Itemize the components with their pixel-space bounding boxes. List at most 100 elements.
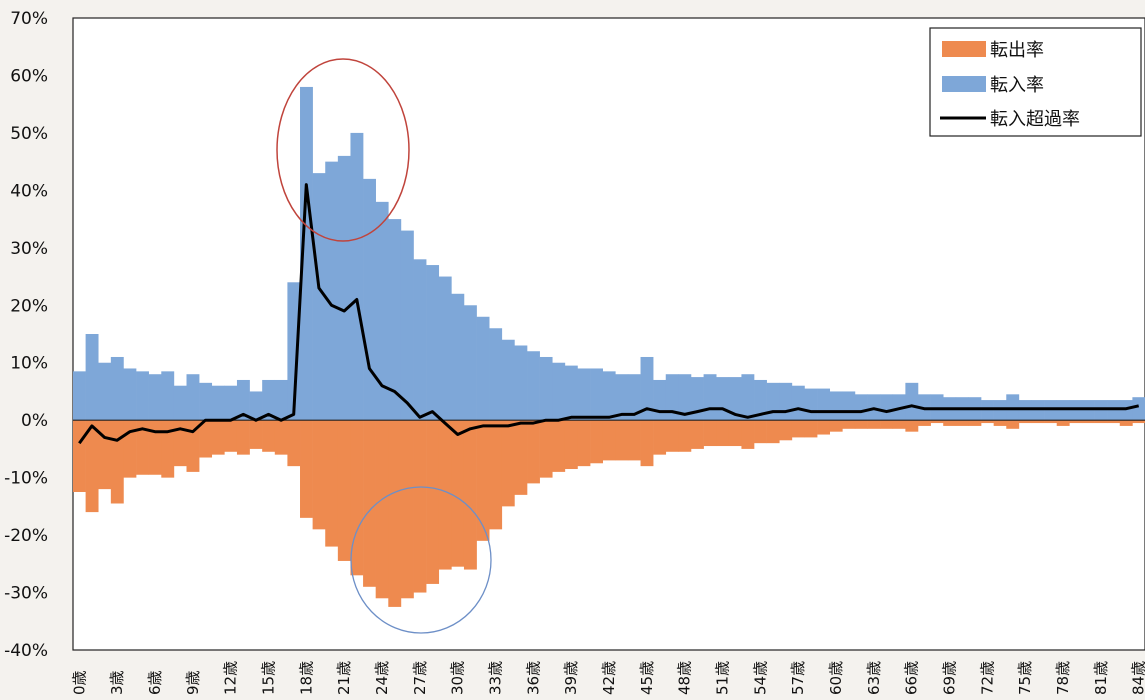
bar-inflow: [300, 86, 313, 421]
bar-inflow: [350, 132, 364, 421]
bar-inflow: [186, 374, 200, 421]
bar-inflow: [590, 368, 603, 421]
bar-outflow: [716, 420, 730, 447]
bar-inflow: [148, 374, 162, 421]
bar-outflow: [312, 420, 326, 530]
y-tick-label: -30%: [4, 584, 48, 604]
bar-outflow: [388, 420, 402, 607]
bar-inflow: [653, 379, 667, 421]
x-tick-label: 36歳: [524, 661, 542, 695]
bar-outflow: [968, 420, 982, 426]
bar-outflow: [173, 420, 187, 467]
bar-inflow: [716, 377, 730, 421]
bar-inflow: [262, 379, 276, 421]
bar-outflow: [274, 420, 288, 455]
bar-inflow: [337, 155, 351, 421]
bar-outflow: [602, 420, 616, 461]
x-tick-label: 72歳: [978, 661, 996, 695]
x-tick-label: 18歳: [297, 661, 315, 695]
legend-label: 転出率: [990, 40, 1044, 61]
bar-inflow: [564, 365, 578, 421]
bar-outflow: [892, 420, 906, 429]
bar-outflow: [1056, 420, 1070, 426]
bar-outflow: [501, 420, 515, 507]
y-tick-label: 30%: [10, 239, 48, 259]
x-tick-label: 9歳: [184, 670, 202, 695]
bar-inflow: [665, 374, 679, 421]
bar-inflow: [527, 351, 540, 421]
bar-outflow: [148, 420, 162, 475]
bar-inflow: [123, 368, 137, 421]
bar-outflow: [842, 420, 856, 429]
bar-outflow: [1069, 420, 1083, 424]
bar-inflow: [110, 356, 124, 421]
x-tick-label: 39歳: [562, 661, 580, 695]
bar-inflow: [728, 377, 742, 421]
bar-inflow: [489, 328, 503, 421]
x-tick-label: 15歳: [259, 661, 277, 695]
net-inflow-line-group: [78, 183, 1140, 445]
bar-outflow: [665, 420, 679, 452]
bar-inflow: [173, 385, 187, 421]
bar-inflow: [161, 371, 175, 421]
bar-outflow: [300, 420, 313, 518]
bar-outflow: [779, 420, 793, 441]
bar-outflow: [199, 420, 213, 458]
bar-inflow: [602, 371, 616, 421]
bar-inflow: [73, 371, 86, 421]
legend-swatch: [942, 41, 986, 57]
bar-inflow: [766, 382, 780, 421]
x-tick-label: 54歳: [751, 661, 769, 695]
bar-outflow: [73, 420, 86, 492]
bar-outflow: [577, 420, 591, 467]
bar-outflow: [829, 420, 843, 432]
bar-inflow: [400, 230, 414, 421]
bar-outflow: [350, 420, 364, 576]
x-tick-label: 21歳: [335, 661, 353, 695]
bar-inflow: [375, 201, 389, 421]
bar-inflow: [779, 382, 793, 421]
x-tick-label: 57歳: [789, 661, 807, 695]
bar-outflow: [880, 420, 894, 429]
x-tick-label: 3歳: [108, 670, 126, 695]
bar-outflow: [236, 420, 250, 455]
bar-inflow: [211, 385, 225, 421]
bar-inflow: [829, 391, 843, 421]
x-tick-label: 81歳: [1092, 661, 1110, 695]
bar-outflow: [224, 420, 238, 452]
bar-outflow: [400, 420, 414, 599]
bar-inflow: [804, 388, 818, 421]
bar-outflow: [211, 420, 225, 455]
bar-outflow: [413, 420, 427, 593]
bar-outflow: [1018, 420, 1032, 424]
bar-inflow: [451, 293, 465, 421]
y-tick-label: 0%: [21, 411, 48, 431]
bar-outflow: [1006, 420, 1020, 429]
bar-inflow: [552, 362, 566, 421]
bar-inflow: [312, 173, 326, 421]
y-tick-label: -10%: [4, 469, 48, 489]
bar-outflow: [337, 420, 351, 561]
bar-inflow: [224, 385, 238, 421]
bar-outflow: [1044, 420, 1058, 424]
bars-outflow: [73, 420, 1145, 607]
y-axis-tick-labels: 70% 60% 50% 40% 30% 20% 10% 0% -10% -20% -30% -40%: [4, 9, 48, 661]
bar-outflow: [85, 420, 99, 513]
bar-inflow: [615, 374, 629, 421]
bar-inflow: [539, 356, 553, 421]
bar-inflow: [426, 265, 440, 421]
highlight-circle-red: [276, 58, 410, 242]
bar-outflow: [728, 420, 742, 447]
bar-outflow: [514, 420, 528, 495]
bar-outflow: [564, 420, 578, 470]
bar-inflow: [85, 334, 99, 421]
bar-inflow: [1132, 397, 1145, 421]
bar-outflow: [527, 420, 540, 484]
bar-outflow: [161, 420, 175, 478]
bar-inflow: [249, 391, 263, 421]
bar-inflow: [501, 339, 515, 421]
legend-swatch: [942, 76, 986, 92]
bar-outflow: [539, 420, 553, 478]
bar-outflow: [791, 420, 805, 438]
